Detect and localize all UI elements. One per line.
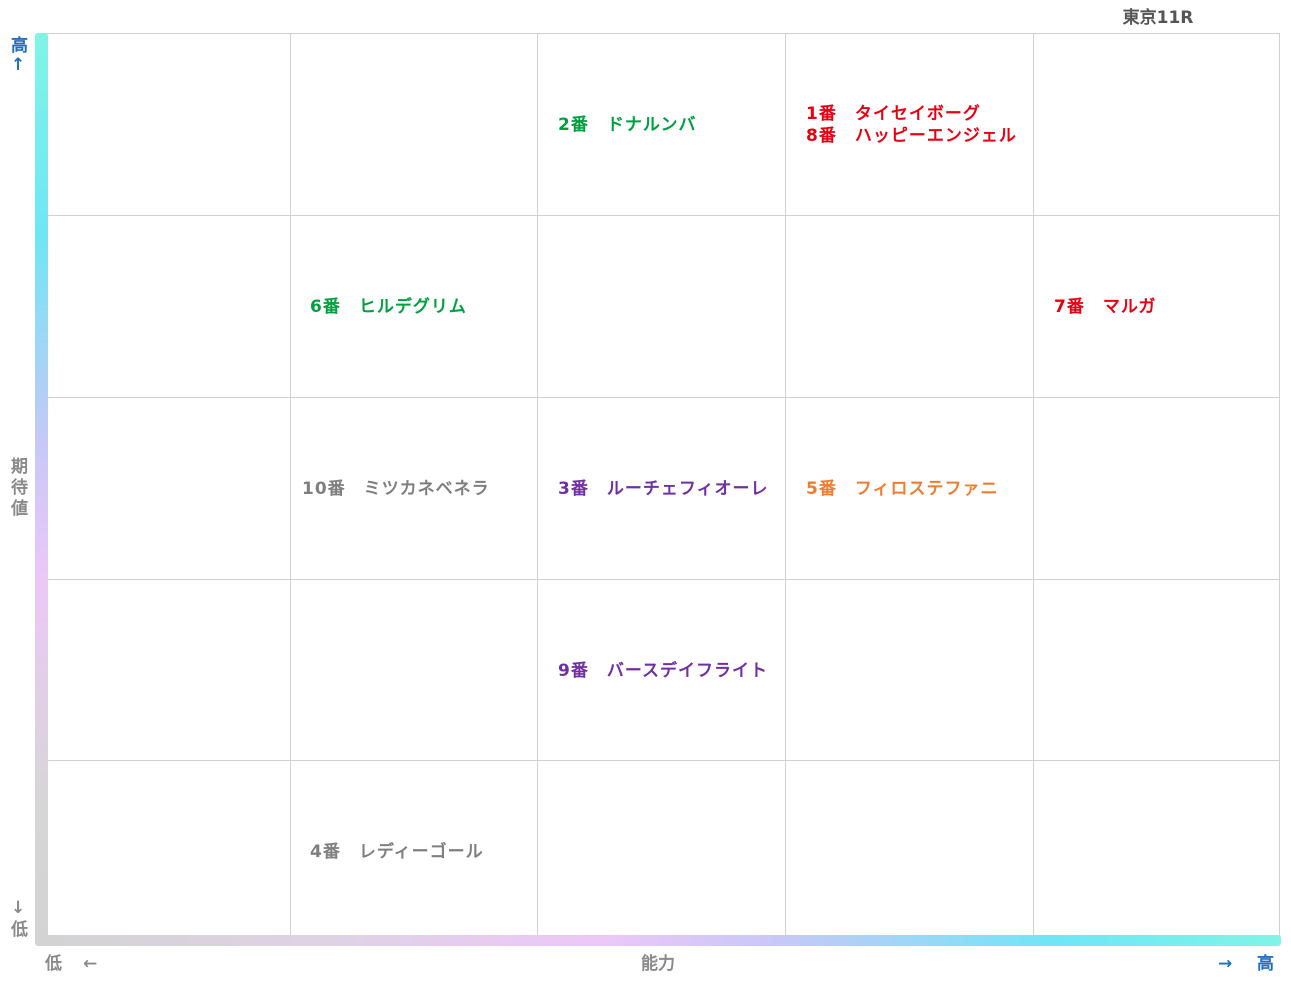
horse-label: 7番 マルガ xyxy=(1054,297,1157,317)
horse-label: 6番 ヒルデグリム xyxy=(310,297,467,317)
grid-line xyxy=(45,760,1279,761)
grid-line xyxy=(45,397,1279,398)
horse-label: 10番 ミツカネベネラ xyxy=(302,479,490,499)
horse-label: 5番 フィロステファニ xyxy=(806,479,999,499)
right-arrow-icon: → xyxy=(1218,954,1233,974)
race-title: 東京11R xyxy=(1122,8,1194,28)
y-axis-high-label: 高 xyxy=(11,36,28,56)
horse-label: 9番 バースデイフライト xyxy=(558,661,768,681)
grid-line xyxy=(1033,34,1034,940)
horse-label: 8番 ハッピーエンジェル xyxy=(806,126,1017,146)
y-axis-bar xyxy=(35,33,48,945)
y-axis-label-1: 期 xyxy=(11,457,28,477)
y-axis-label-2: 待 xyxy=(11,478,28,498)
grid-line xyxy=(537,34,538,940)
horse-label: 4番 レディーゴール xyxy=(310,842,484,862)
grid-line xyxy=(45,579,1279,580)
horse-label: 2番 ドナルンバ xyxy=(558,115,697,135)
x-axis-label: 能力 xyxy=(641,954,675,974)
x-axis-low-label: 低 xyxy=(45,954,62,974)
horse-label: 1番 タイセイボーグ xyxy=(806,104,981,124)
grid-line xyxy=(785,34,786,940)
horse-label: 3番 ルーチェフィオーレ xyxy=(558,479,769,499)
x-axis-high-label: 高 xyxy=(1257,954,1274,974)
left-arrow-icon: ← xyxy=(83,954,98,974)
y-axis-label-3: 値 xyxy=(11,499,28,519)
down-arrow-icon: ↓ xyxy=(11,898,26,918)
x-axis-bar xyxy=(35,935,1281,946)
up-arrow-icon: ↑ xyxy=(11,55,26,75)
grid-line xyxy=(290,34,291,940)
y-axis-low-label: 低 xyxy=(11,920,28,940)
grid-line xyxy=(45,215,1279,216)
